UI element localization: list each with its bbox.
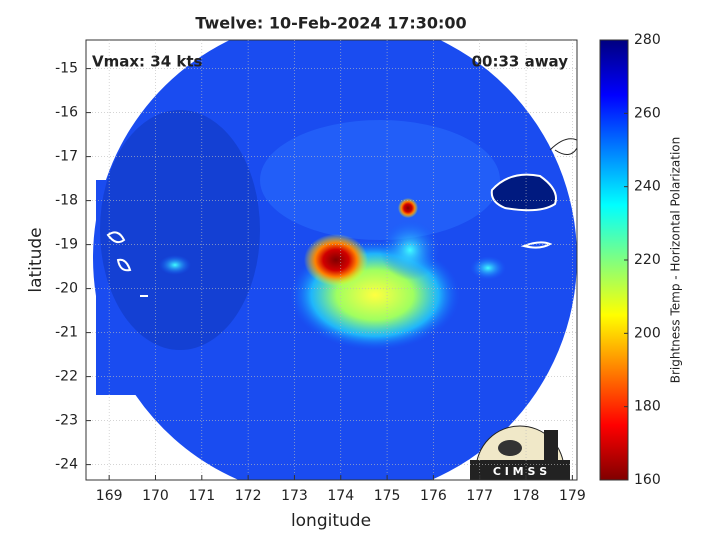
y-tick-label: -22 [55, 369, 78, 385]
y-tick-label: -19 [55, 237, 78, 253]
x-tick-label: 178 [513, 488, 540, 504]
y-tick-label: -15 [55, 61, 78, 77]
colorbar-tick-label: 260 [634, 105, 661, 121]
y-tick-label: -23 [55, 413, 78, 429]
y-tick-label: -21 [55, 325, 78, 341]
y-tick-label: -17 [55, 149, 78, 165]
annotation: 00:33 away [472, 53, 569, 71]
colorbar-tick-label: 200 [634, 325, 661, 341]
y-tick-label: -24 [55, 457, 78, 473]
y-tick-label: -18 [55, 193, 78, 209]
logo-text: C I M S S [493, 465, 547, 478]
colorbar-label: Brightness Temp - Horizontal Polarizatio… [669, 137, 683, 384]
x-tick-label: 176 [420, 488, 447, 504]
x-tick-label: 172 [235, 488, 262, 504]
chart-title: Twelve: 10-Feb-2024 17:30:00 [195, 14, 466, 33]
colorbar-tick-label: 180 [634, 399, 661, 415]
colorbar-tick-label: 220 [634, 252, 661, 268]
y-tick-label: -16 [55, 105, 78, 121]
image: C I M S S [93, 40, 577, 480]
colorbar-tick-label: 280 [634, 32, 661, 48]
axes-frame [85, 39, 578, 481]
x-tick-label: 175 [374, 488, 401, 504]
x-tick-label: 179 [559, 488, 586, 504]
annotation: Vmax: 34 kts [92, 53, 202, 71]
x-tick-label: 174 [327, 488, 354, 504]
x-tick-label: 171 [188, 488, 215, 504]
logo: C I M S S [470, 425, 570, 480]
y-axis-label: latitude [26, 227, 46, 292]
x-tick-label: 173 [281, 488, 308, 504]
y-tick-label: -20 [55, 281, 78, 297]
colorbar-tick-label: 160 [634, 472, 661, 488]
x-axis-label: longitude [291, 511, 371, 531]
colorbar [599, 39, 629, 481]
colorbar-tick-label: 240 [634, 179, 661, 195]
x-tick-label: 177 [466, 488, 493, 504]
x-tick-label: 169 [96, 488, 123, 504]
x-tick-label: 170 [142, 488, 169, 504]
